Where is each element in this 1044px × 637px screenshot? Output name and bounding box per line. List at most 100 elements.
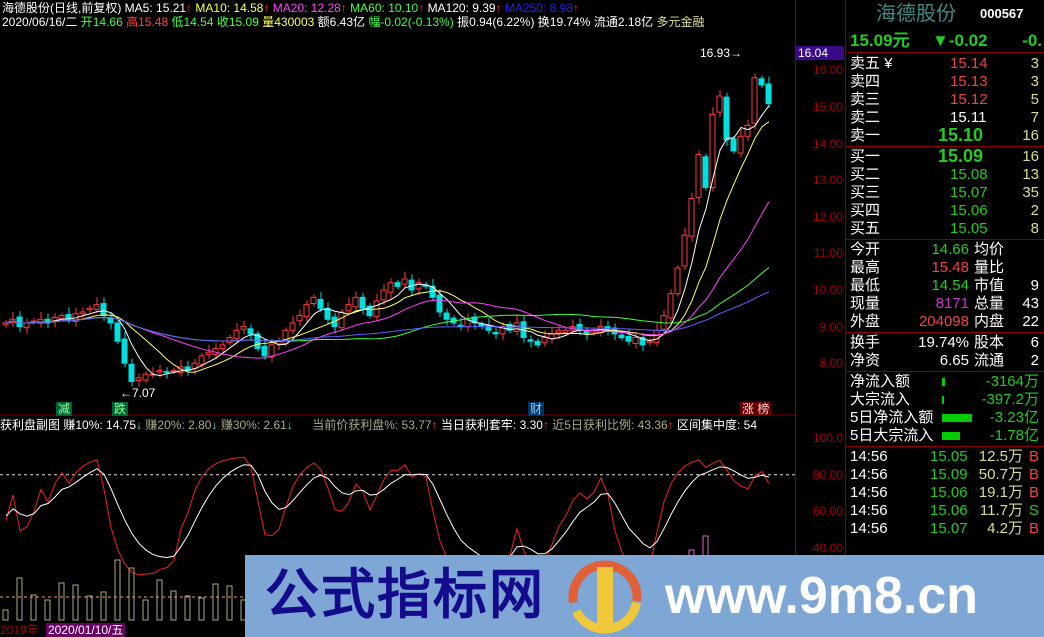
price-axis: 16.00 15.00 14.00 13.00 12.00 11.00 10.00 9.00 8…	[795, 0, 845, 415]
volume-bar	[142, 599, 149, 621]
candle	[534, 338, 541, 348]
quote-panel: 海德股份 000567 15.09元 ▼-0.02 -0. 卖五 ¥15.14 3…	[845, 0, 1044, 637]
volume-bar	[86, 595, 93, 621]
price-tick: 9.00	[819, 319, 843, 334]
open: 开14.66	[80, 15, 123, 29]
candle	[499, 322, 506, 341]
candle	[86, 305, 93, 313]
ma20-label: MA20: 12.28	[272, 1, 341, 15]
candle	[44, 313, 51, 329]
fund-flow-row[interactable]: 大宗流入 -397.2万	[850, 391, 1039, 408]
candle	[254, 330, 261, 352]
candle	[380, 284, 387, 306]
candle	[646, 338, 653, 346]
candle	[303, 300, 310, 323]
kline-chart[interactable]	[0, 0, 795, 637]
candle	[765, 76, 772, 108]
date: 2020/06/16/二	[2, 15, 78, 29]
bid-row[interactable]: 买五 15.05 8	[850, 220, 1039, 237]
stat-row[interactable]: 现量 8171 总量 43	[850, 295, 1039, 312]
stat-row[interactable]: 外盘 204098 内盘 22	[850, 313, 1039, 330]
candle	[373, 293, 380, 321]
indicator-tick: 80.00	[812, 467, 843, 482]
tick-row[interactable]: 14:56 15.07 4.2万 B	[850, 520, 1039, 537]
candle	[548, 328, 555, 344]
indicator-tick: 40.00	[812, 541, 843, 556]
candle	[751, 73, 758, 130]
tick-row[interactable]: 14:56 15.09 50.7万 B	[850, 466, 1039, 483]
volume-bar	[184, 595, 191, 621]
tick-row[interactable]: 14:56 15.06 19.1万 B	[850, 484, 1039, 501]
candle	[632, 331, 639, 349]
candle	[618, 332, 625, 341]
ma60-label: MA60: 10.10	[350, 1, 419, 15]
fund-flow-row[interactable]: 5日大宗流入 -1.78亿	[850, 427, 1039, 444]
stat-row[interactable]: 最高 15.48 量比	[850, 259, 1005, 276]
price-tick: 12.00	[812, 209, 843, 224]
indicator-name[interactable]: 获利盘副图	[0, 418, 61, 432]
candle	[16, 311, 23, 332]
candle	[247, 324, 254, 341]
volume-bar	[100, 591, 107, 621]
candle	[30, 318, 37, 325]
candle	[702, 153, 709, 191]
candle	[135, 373, 142, 387]
watermark-text: 公式指标网	[265, 565, 545, 625]
price-tick: 13.00	[812, 173, 843, 188]
turnover: 换19.74%	[537, 15, 591, 29]
fund-flow-row[interactable]: 净流入额 -3164万	[850, 373, 1039, 390]
candle	[128, 358, 135, 387]
ask-row[interactable]: 卖五 ¥15.14 3	[850, 55, 1039, 72]
candle	[688, 192, 695, 242]
concept[interactable]: 多元金融	[656, 15, 705, 29]
ask-row[interactable]: 卖一 15.10 16	[850, 125, 1039, 145]
candle	[401, 271, 408, 289]
volume-bar	[226, 585, 233, 621]
ask-row[interactable]: 卖三 15.12 5	[850, 91, 1039, 108]
low: 低14.54	[171, 15, 214, 29]
last-price: 15.09元	[850, 31, 910, 50]
volume-bar	[72, 584, 79, 621]
profit20: 赚20%: 2.80	[145, 418, 212, 432]
ma10-label: MA10: 14.58	[195, 1, 264, 15]
candle	[289, 315, 296, 335]
volume-bar	[156, 579, 163, 621]
stat-row[interactable]: 今开 14.66 均价	[850, 241, 1005, 258]
volume-bar	[16, 577, 23, 621]
candle	[170, 367, 177, 375]
price-tick: 15.00	[812, 100, 843, 114]
bid-row[interactable]: 买二 15.08 13	[850, 166, 1039, 183]
candle	[310, 294, 317, 307]
pct-change: -0.	[1022, 31, 1042, 50]
fund-flow-row[interactable]: 5日净流入额 -3.23亿	[850, 409, 1039, 426]
candle	[121, 331, 128, 368]
stat-row[interactable]: 换手 19.74% 股本 6	[850, 334, 1039, 351]
trapped: 当日获利套牢: 3.30	[440, 418, 543, 432]
ratio5: 近5日获利比例: 43.36	[552, 418, 668, 432]
current-price-tag: 16.04	[796, 46, 844, 60]
candle	[93, 297, 100, 314]
indicator-tick: 100.0	[812, 431, 843, 445]
bid-row[interactable]: 买一 15.09 16	[850, 146, 1039, 166]
profit30: 赚30%: 2.61	[220, 418, 287, 432]
candle	[240, 320, 247, 335]
stat-row[interactable]: 最低 14.54 市值 9	[850, 277, 1039, 294]
tick-row[interactable]: 14:56 15.05 12.5万 B	[850, 448, 1039, 465]
mark-finance: 财	[528, 402, 545, 416]
candle	[737, 128, 744, 158]
stat-row[interactable]: 净资 6.65 流通 2	[850, 352, 1039, 369]
ask-row[interactable]: 卖二 15.11 7	[850, 109, 1039, 126]
bid-row[interactable]: 买四 15.06 2	[850, 202, 1039, 219]
candle	[142, 371, 149, 383]
watermark-banner: 公式指标网 www.9m8.cn	[245, 555, 1044, 637]
candle	[716, 90, 723, 118]
price-tick: 11.00	[813, 246, 843, 261]
concentration: 区间集中度: 54	[677, 418, 758, 432]
price-change: ▼-0.02	[932, 31, 988, 50]
ask-row[interactable]: 卖四 15.13 3	[850, 73, 1039, 90]
tick-row[interactable]: 14:56 15.06 11.7万 S	[850, 502, 1039, 519]
year-label: 2019年	[0, 623, 39, 637]
bid-row[interactable]: 买三 15.07 35	[850, 184, 1039, 201]
chart-header-ma: 海德股份(日线,前复权) MA5: 15.21↑ MA10: 14.58↑ MA…	[2, 1, 579, 15]
volume-bar	[30, 594, 37, 621]
